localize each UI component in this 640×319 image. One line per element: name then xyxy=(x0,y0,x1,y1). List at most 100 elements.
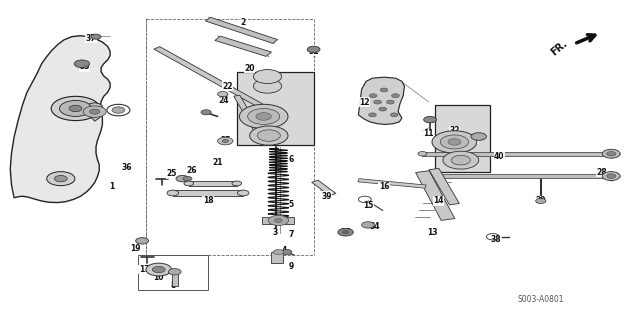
Circle shape xyxy=(74,60,90,68)
Circle shape xyxy=(69,105,82,112)
Text: S003-A0801: S003-A0801 xyxy=(518,295,564,304)
Text: 20: 20 xyxy=(244,64,255,73)
Text: 9: 9 xyxy=(289,262,294,271)
Circle shape xyxy=(282,249,292,255)
Circle shape xyxy=(390,113,398,117)
Circle shape xyxy=(379,107,387,111)
Circle shape xyxy=(536,198,546,204)
Polygon shape xyxy=(205,17,278,43)
Circle shape xyxy=(90,109,100,114)
Circle shape xyxy=(91,34,101,39)
Polygon shape xyxy=(358,77,404,124)
Circle shape xyxy=(201,110,211,115)
Circle shape xyxy=(440,135,468,149)
Polygon shape xyxy=(10,36,110,203)
Text: 17: 17 xyxy=(139,265,149,274)
Text: 27: 27 xyxy=(340,228,351,237)
Text: 39: 39 xyxy=(321,192,332,201)
Text: 34: 34 xyxy=(369,222,380,231)
Circle shape xyxy=(418,174,427,178)
Text: 10: 10 xyxy=(154,273,164,282)
Text: 12: 12 xyxy=(360,98,370,107)
Polygon shape xyxy=(429,168,460,205)
Polygon shape xyxy=(154,47,268,110)
Circle shape xyxy=(342,231,349,234)
Polygon shape xyxy=(415,171,455,220)
Text: 8: 8 xyxy=(170,281,175,290)
Text: 31: 31 xyxy=(308,47,319,56)
Text: 13: 13 xyxy=(427,228,437,237)
Bar xyxy=(172,273,178,286)
Text: 23: 23 xyxy=(248,115,258,124)
Circle shape xyxy=(184,181,193,186)
Text: FR.: FR. xyxy=(548,38,569,57)
Bar xyxy=(173,190,243,196)
Text: 11: 11 xyxy=(424,130,434,138)
Text: 7: 7 xyxy=(289,230,294,239)
Circle shape xyxy=(47,172,75,186)
Polygon shape xyxy=(234,95,269,145)
Circle shape xyxy=(183,176,192,181)
Bar xyxy=(271,252,283,263)
Text: 35: 35 xyxy=(220,136,230,145)
Text: 29: 29 xyxy=(536,197,546,205)
Circle shape xyxy=(275,219,282,222)
Bar xyxy=(237,72,314,145)
Text: 38: 38 xyxy=(491,235,501,244)
Circle shape xyxy=(424,116,436,123)
Circle shape xyxy=(602,172,620,181)
Polygon shape xyxy=(215,36,271,56)
Circle shape xyxy=(443,151,479,169)
Text: 15: 15 xyxy=(363,201,373,210)
Circle shape xyxy=(218,137,233,145)
Circle shape xyxy=(112,107,125,113)
Text: 40: 40 xyxy=(494,152,504,161)
Text: 14: 14 xyxy=(433,197,444,205)
Circle shape xyxy=(273,249,284,255)
Text: 6: 6 xyxy=(289,155,294,164)
Circle shape xyxy=(248,108,280,124)
Text: 5: 5 xyxy=(289,200,294,209)
Bar xyxy=(422,174,614,178)
Polygon shape xyxy=(312,180,336,196)
Circle shape xyxy=(387,100,394,104)
Text: 2: 2 xyxy=(241,18,246,27)
Circle shape xyxy=(146,263,172,276)
Circle shape xyxy=(167,190,179,196)
Text: 37: 37 xyxy=(86,34,96,43)
Circle shape xyxy=(222,139,228,143)
Polygon shape xyxy=(86,103,104,121)
Circle shape xyxy=(602,149,620,158)
Text: 19: 19 xyxy=(131,244,141,253)
Circle shape xyxy=(60,100,92,116)
Bar xyxy=(422,152,614,156)
Circle shape xyxy=(471,133,486,140)
Circle shape xyxy=(418,152,427,156)
Polygon shape xyxy=(358,179,426,188)
Circle shape xyxy=(239,104,288,129)
Text: 24: 24 xyxy=(219,96,229,105)
Circle shape xyxy=(362,222,374,228)
Circle shape xyxy=(369,113,376,117)
Circle shape xyxy=(232,181,242,186)
Circle shape xyxy=(168,269,181,275)
Circle shape xyxy=(176,175,189,182)
Circle shape xyxy=(253,79,282,93)
Text: 22: 22 xyxy=(222,82,232,91)
Circle shape xyxy=(607,152,616,156)
Circle shape xyxy=(136,238,148,244)
Bar xyxy=(435,105,490,172)
Circle shape xyxy=(237,190,249,196)
Text: 26: 26 xyxy=(187,166,197,175)
Text: 28: 28 xyxy=(596,168,607,177)
Circle shape xyxy=(256,113,271,120)
Text: 33: 33 xyxy=(79,63,90,71)
Circle shape xyxy=(392,94,399,98)
Circle shape xyxy=(152,266,165,273)
Circle shape xyxy=(54,175,67,182)
Text: 36: 36 xyxy=(122,163,132,172)
Bar xyxy=(138,255,208,290)
Circle shape xyxy=(253,70,282,84)
Circle shape xyxy=(374,100,381,104)
Circle shape xyxy=(83,106,106,117)
